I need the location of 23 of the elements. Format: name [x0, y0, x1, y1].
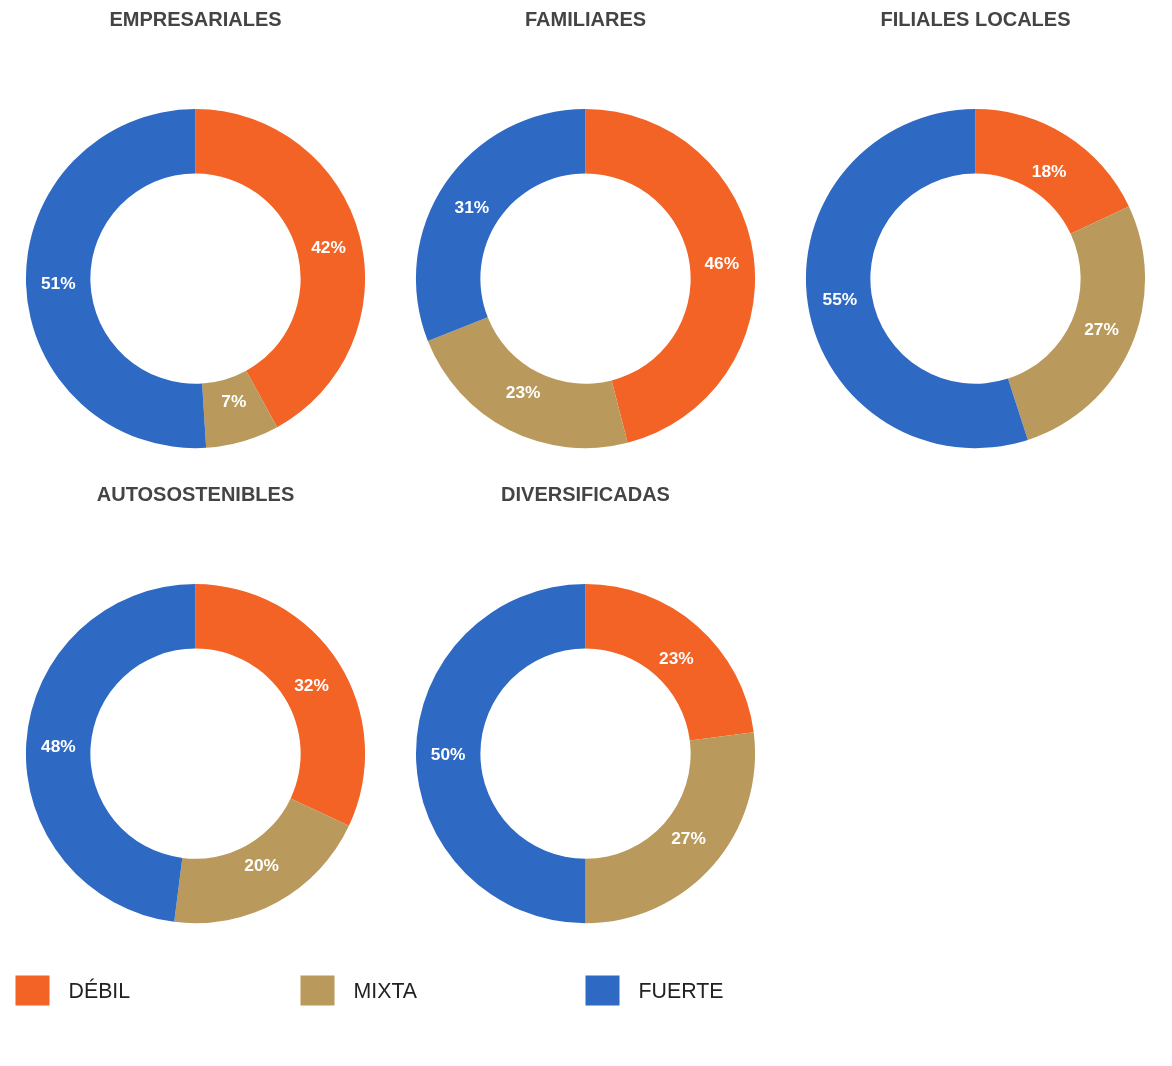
- data-label: 23%: [505, 382, 541, 403]
- data-label: 51%: [40, 272, 76, 293]
- data-label: 32%: [294, 675, 329, 696]
- data-label: 20%: [244, 855, 280, 876]
- chart-title: EMPRESARIALES: [109, 7, 282, 30]
- data-label: 31%: [454, 196, 490, 217]
- data-label: 55%: [822, 288, 858, 309]
- chart-title: DIVERSIFICADAS: [501, 482, 670, 505]
- chart-title: FILIALES LOCALES: [880, 7, 1071, 30]
- data-label: 42%: [311, 236, 346, 257]
- data-label: 50%: [430, 743, 466, 764]
- data-label: 7%: [221, 391, 247, 412]
- data-label: 27%: [1084, 319, 1119, 340]
- legend-label: MIXTA: [353, 978, 418, 1003]
- data-label: 27%: [671, 827, 706, 848]
- data-label: 18%: [1031, 160, 1067, 181]
- chart-title: FAMILIARES: [524, 7, 647, 30]
- data-label: 48%: [41, 735, 76, 756]
- chart-title: AUTOSOSTENIBLES: [96, 482, 295, 505]
- data-label: 23%: [658, 647, 694, 668]
- legend-label: FUERTE: [638, 978, 724, 1003]
- data-label: 46%: [704, 252, 740, 273]
- legend-label: DÉBIL: [68, 977, 131, 1003]
